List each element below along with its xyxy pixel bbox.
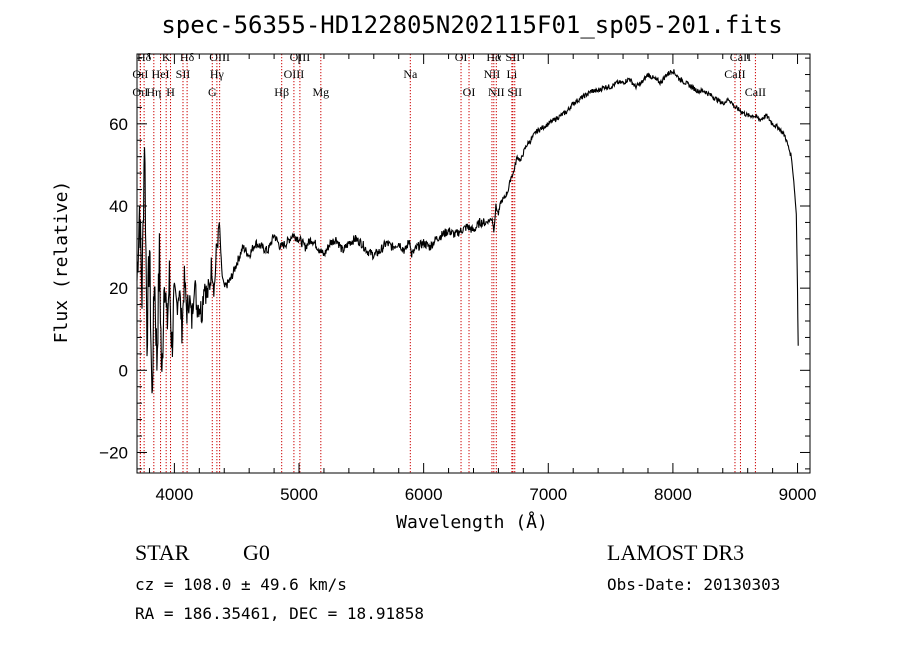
observation-date: Obs-Date: 20130303 xyxy=(607,575,780,594)
line-marker-label-14: Hβ xyxy=(274,85,289,99)
y-tick-label-2: 20 xyxy=(109,279,128,298)
y-tick-label-3: 40 xyxy=(109,197,128,216)
y-tick-label-4: 60 xyxy=(109,115,128,134)
x-tick-label-5: 9000 xyxy=(779,485,817,504)
x-tick-label-0: 4000 xyxy=(155,485,193,504)
x-tick-label-4: 8000 xyxy=(654,485,692,504)
line-marker-label-10: Hγ xyxy=(210,67,225,81)
x-tick-label-2: 6000 xyxy=(405,485,443,504)
y-axis-label: Flux (relative) xyxy=(51,181,72,344)
line-marker-label-24: SII xyxy=(507,85,522,99)
line-marker-label-18: OI xyxy=(463,85,476,99)
line-marker-label-13: OIII xyxy=(284,67,305,81)
line-marker-label-19: Hα xyxy=(486,50,502,64)
survey-name: LAMOST DR3 xyxy=(607,540,744,565)
line-marker-label-6: H xyxy=(166,85,175,99)
y-tick-label-0: −20 xyxy=(99,443,128,462)
redshift-cz: cz = 108.0 ± 49.6 km/s xyxy=(135,575,347,594)
coordinates: RA = 186.35461, DEC = 18.91858 xyxy=(135,604,424,623)
chart-title: spec-56355-HD122805N202115F01_sp05-201.f… xyxy=(161,11,782,39)
line-marker-label-21: NII xyxy=(484,67,501,81)
line-marker-label-23: NII xyxy=(488,85,505,99)
object-class: STAR xyxy=(135,540,190,565)
line-marker-label-12: OIII xyxy=(290,50,311,64)
line-marker-label-8: Hδ xyxy=(180,50,195,64)
line-marker-label-26: CaII xyxy=(724,67,745,81)
x-axis-label: Wavelength (Å) xyxy=(396,511,548,533)
object-subclass: G0 xyxy=(243,540,270,565)
line-marker-label-7: SII xyxy=(176,67,191,81)
spectrum-series-line xyxy=(136,69,799,394)
emission-line-markers xyxy=(139,54,756,473)
line-marker-label-27: CaII xyxy=(745,85,766,99)
line-marker-label-17: OI xyxy=(455,50,468,64)
x-tick-label-3: 7000 xyxy=(529,485,567,504)
x-tick-label-1: 5000 xyxy=(280,485,318,504)
x-axis: 4000 5000 6000 7000 8000 9000 xyxy=(148,54,817,504)
line-marker-label-20: SII xyxy=(506,50,521,64)
y-axis: −20 0 20 40 60 xyxy=(99,57,810,470)
line-marker-label-2: OıI xyxy=(132,85,148,99)
line-marker-label-1: OıI xyxy=(132,67,148,81)
line-marker-label-22: Li xyxy=(507,67,518,81)
line-marker-label-4: HeI xyxy=(152,67,170,81)
line-marker-label-15: Mg xyxy=(312,85,329,99)
line-marker-label-9: OIII xyxy=(209,50,230,64)
line-marker-label-3: K xyxy=(162,50,171,64)
line-marker-label-16: Na xyxy=(403,67,418,81)
line-marker-label-5: Hη xyxy=(146,85,161,99)
y-tick-label-1: 0 xyxy=(119,361,128,380)
line-marker-label-11: G xyxy=(208,85,217,99)
